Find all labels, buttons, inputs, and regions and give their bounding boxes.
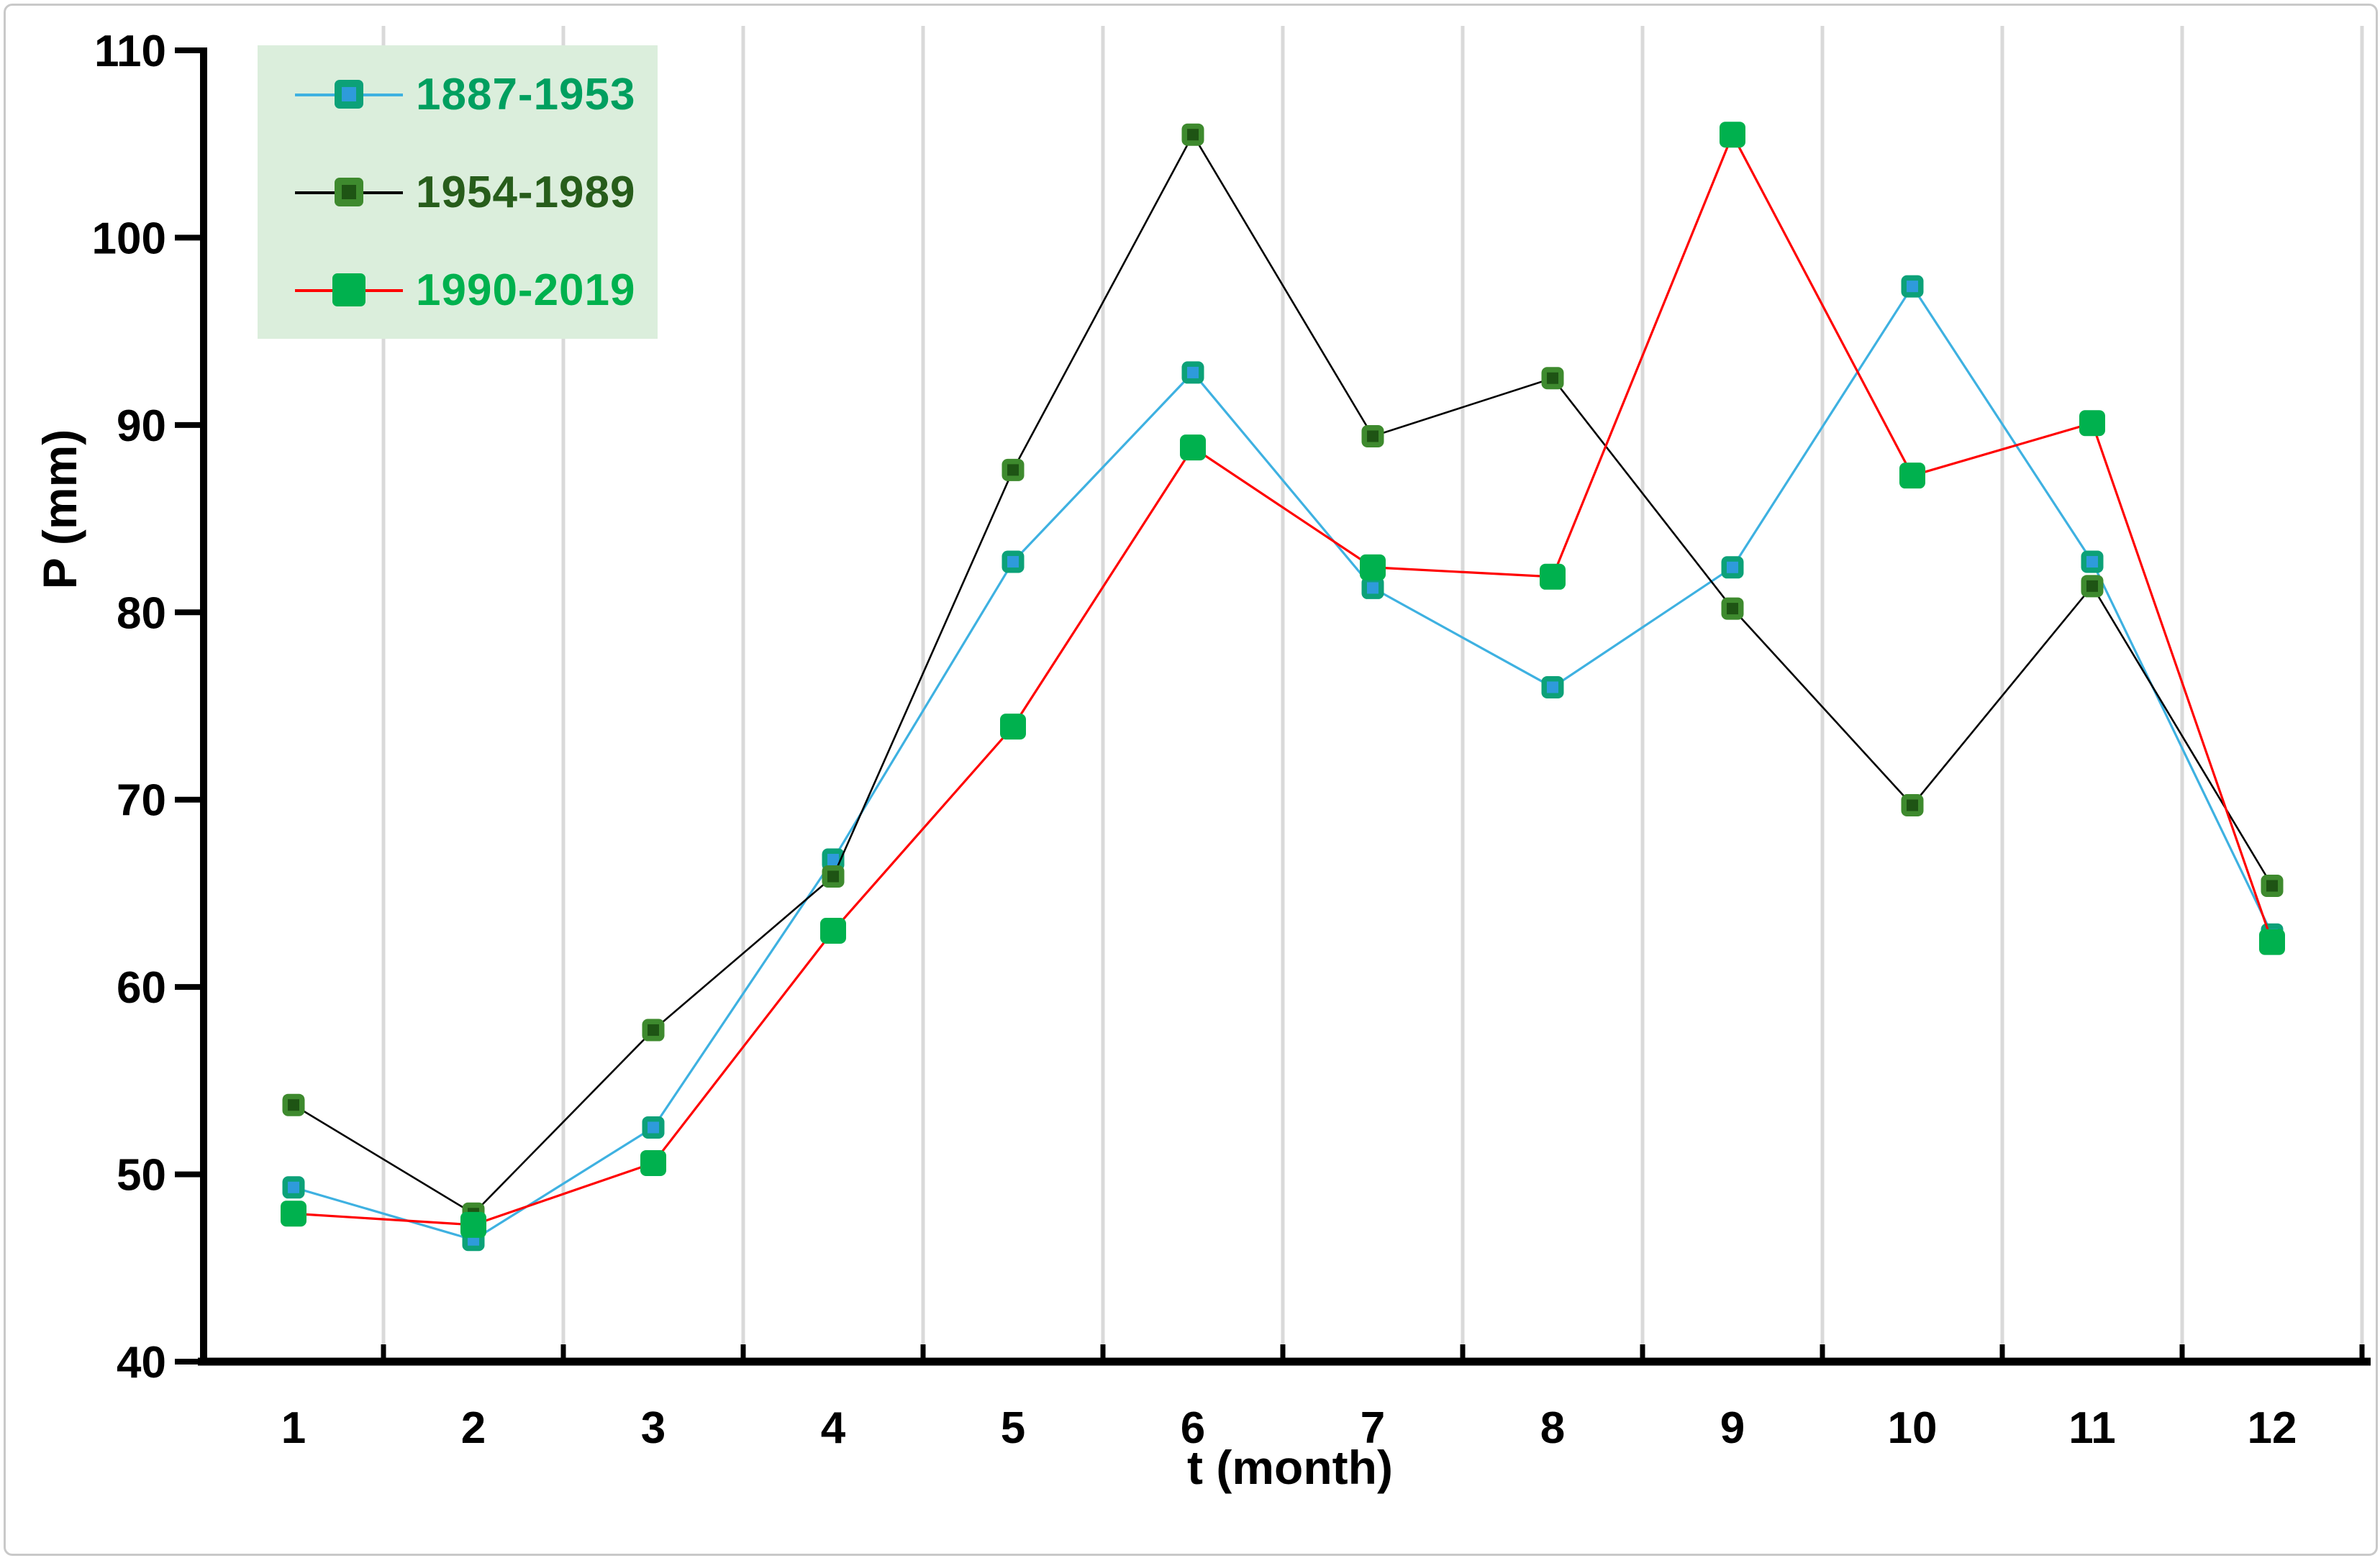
data-point-marker-inner (1907, 281, 1918, 293)
legend-item: 1954-1989 (258, 149, 658, 235)
x-tick-label: 4 (821, 1403, 846, 1453)
y-axis-title: P (mm) (33, 429, 86, 590)
data-point-marker-inner (1907, 799, 1918, 811)
data-point-marker-inner (1727, 561, 1738, 573)
y-tick-label: 90 (117, 401, 166, 451)
data-point-marker-inner (827, 870, 839, 883)
data-point-marker-inner (1547, 681, 1558, 693)
y-tick-label: 70 (117, 776, 166, 826)
y-tick-label: 60 (117, 963, 166, 1013)
data-point-marker (1899, 463, 1925, 489)
y-tick-label: 100 (92, 214, 166, 263)
legend-item: 1990-2019 (258, 247, 658, 333)
x-axis-title: t (month) (1187, 1441, 1393, 1494)
data-point-marker (1720, 122, 1745, 148)
x-tick-label: 11 (2068, 1403, 2116, 1453)
data-point-marker-inner (827, 854, 839, 866)
data-point-marker-inner (2086, 555, 2098, 568)
chart-figure: 40 50 60 70 80 90 100 110 1 2 3 4 5 6 7 8 9 10 11 12 P (mm)… (4, 4, 2378, 1556)
data-point-marker-inner (1187, 129, 1199, 141)
x-tick-label: 5 (1001, 1403, 1025, 1453)
data-point-marker-inner (288, 1181, 299, 1193)
data-point-marker-inner (1007, 555, 1019, 568)
data-point-marker (1000, 714, 1026, 740)
data-point-marker (820, 918, 846, 944)
x-tick-label: 6 (1181, 1403, 1205, 1453)
data-point-marker (2259, 929, 2285, 955)
series-marker-icon (332, 273, 365, 306)
legend-swatch (295, 174, 403, 210)
legend: 1887-1953 1954-1989 1990-2019 (258, 45, 658, 339)
x-tick-label: 8 (1540, 1403, 1565, 1453)
data-point-marker-inner (1007, 464, 1019, 476)
data-point-marker-inner (2086, 580, 2098, 592)
data-point-marker-inner (1367, 582, 1379, 594)
y-tick-label: 80 (117, 588, 166, 638)
y-tick-label: 40 (117, 1338, 166, 1388)
legend-swatch (295, 272, 403, 308)
series-line-1887-1953 (293, 284, 2274, 1242)
data-point-marker (2079, 410, 2105, 437)
x-tick-label: 10 (1888, 1403, 1938, 1453)
data-point-marker-inner (1187, 366, 1199, 378)
series-line-1954-1989 (293, 132, 2274, 1215)
data-point-marker-inner (1547, 372, 1558, 384)
legend-label: 1990-2019 (416, 265, 636, 315)
series-marker-inner-icon (342, 87, 356, 101)
data-point-marker-inner (1727, 603, 1738, 615)
x-tick-label: 7 (1361, 1403, 1385, 1453)
data-point-marker (640, 1149, 666, 1176)
x-tick-label: 2 (461, 1403, 486, 1453)
legend-label: 1887-1953 (416, 69, 636, 119)
data-point-marker (460, 1211, 486, 1238)
data-point-marker-inner (1367, 430, 1379, 442)
data-point-marker-inner (648, 1121, 659, 1134)
data-point-marker (1360, 554, 1386, 580)
y-tick-label: 50 (117, 1151, 166, 1201)
data-point-marker-inner (2266, 880, 2278, 892)
series-marker-inner-icon (342, 185, 356, 199)
legend-swatch (295, 76, 403, 112)
x-tick-label: 1 (281, 1403, 306, 1453)
x-tick-label: 12 (2248, 1403, 2297, 1453)
series-line-1990-2019 (293, 132, 2274, 1226)
x-tick-label: 3 (641, 1403, 666, 1453)
legend-item: 1887-1953 (258, 51, 658, 137)
x-tick-label: 9 (1720, 1403, 1745, 1453)
data-point-marker (1540, 563, 1566, 590)
legend-label: 1954-1989 (416, 167, 636, 217)
data-point-marker (1180, 434, 1206, 461)
data-point-marker (281, 1201, 306, 1227)
y-tick-label: 110 (94, 27, 166, 76)
data-point-marker-inner (648, 1024, 659, 1037)
data-point-marker-inner (288, 1099, 299, 1111)
